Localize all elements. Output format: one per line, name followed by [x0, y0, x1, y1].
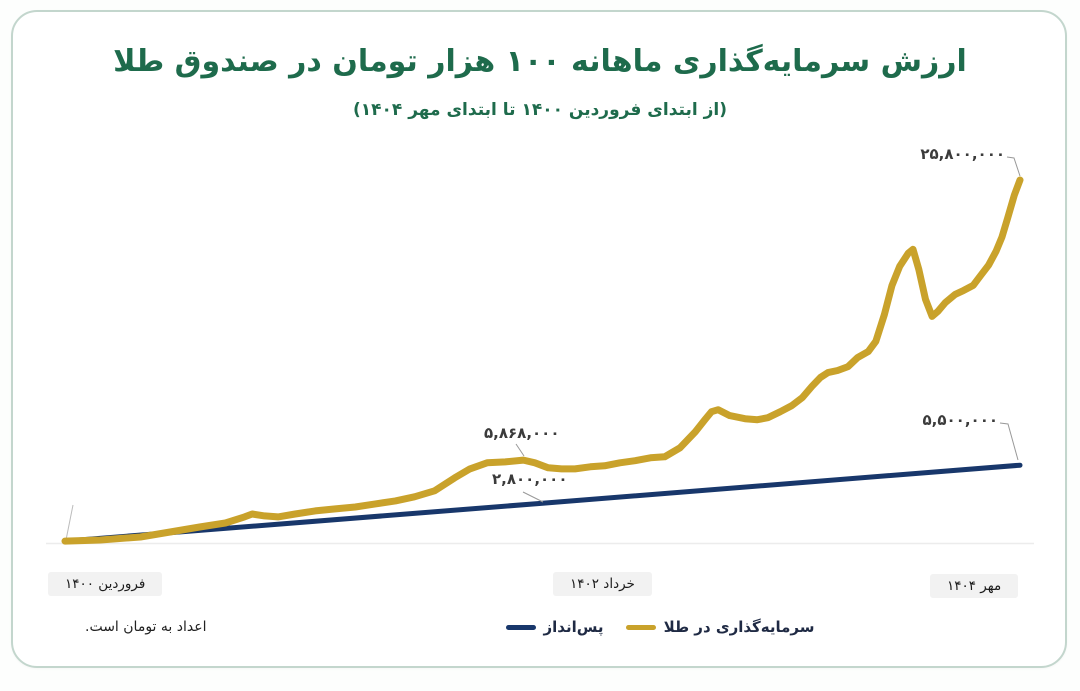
- x-tick-farvardin-1400: فروردین ۱۴۰۰: [48, 572, 163, 596]
- legend-item-savings: پس‌انداز: [505, 618, 604, 636]
- gold-mid-value-label: ۵,۸۶۸,۰۰۰: [484, 424, 560, 442]
- x-tick-mehr-1404: مهر ۱۴۰۴: [930, 574, 1019, 598]
- chart-title: ارزش سرمایه‌گذاری ماهانه ۱۰۰ هزار تومان …: [113, 44, 967, 79]
- savings-mid-value-label: ۲,۸۰۰,۰۰۰: [492, 470, 568, 488]
- legend-item-gold: سرمایه‌گذاری در طلا: [625, 618, 815, 636]
- gold-end-value-label: ۲۵,۸۰۰,۰۰۰: [920, 145, 1005, 163]
- savings-end-value-label: ۵,۵۰۰,۰۰۰: [922, 411, 998, 429]
- legend-savings-label: پس‌انداز: [543, 618, 604, 636]
- gold-line-swatch-icon: [625, 624, 656, 630]
- navy-line-swatch-icon: [505, 624, 536, 630]
- unit-note: اعداد به تومان است.: [85, 619, 207, 635]
- legend-gold-label: سرمایه‌گذاری در طلا: [663, 618, 815, 636]
- x-tick-khordad-1402: خرداد ۱۴۰۲: [553, 572, 652, 596]
- chart-subtitle: (از ابتدای فروردین ۱۴۰۰ تا ابتدای مهر ۱۴…: [353, 100, 727, 120]
- legend: سرمایه‌گذاری در طلا پس‌انداز: [240, 618, 1080, 636]
